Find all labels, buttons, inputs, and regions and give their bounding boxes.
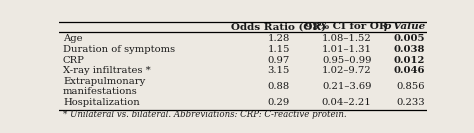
Text: 0.038: 0.038 [393, 45, 425, 54]
Text: 0.005: 0.005 [393, 34, 425, 43]
Text: 0.21–3.69: 0.21–3.69 [322, 82, 372, 91]
Text: Hospitalization: Hospitalization [63, 98, 140, 107]
Text: 1.02–9.72: 1.02–9.72 [322, 66, 372, 75]
Text: p Value: p Value [383, 22, 425, 31]
Text: 0.95–0.99: 0.95–0.99 [322, 56, 372, 65]
Text: 1.01–1.31: 1.01–1.31 [322, 45, 372, 54]
Text: 0.88: 0.88 [268, 82, 290, 91]
Text: 0.233: 0.233 [396, 98, 425, 107]
Text: 0.97: 0.97 [268, 56, 290, 65]
Text: CRP: CRP [63, 56, 85, 65]
Text: Odds Ratio (OR): Odds Ratio (OR) [231, 22, 326, 31]
Text: 0.04–2.21: 0.04–2.21 [322, 98, 372, 107]
Text: 3.15: 3.15 [267, 66, 290, 75]
Text: * Unilateral vs. bilateral. Abbreviations: CRP: C-reactive protein.: * Unilateral vs. bilateral. Abbreviation… [63, 110, 346, 119]
Text: Age: Age [63, 34, 82, 43]
Text: 0.046: 0.046 [393, 66, 425, 75]
Text: Duration of symptoms: Duration of symptoms [63, 45, 175, 54]
Text: 1.15: 1.15 [267, 45, 290, 54]
Text: 1.08–1.52: 1.08–1.52 [322, 34, 372, 43]
Text: 95% CI for OR: 95% CI for OR [305, 22, 388, 31]
Text: 0.856: 0.856 [396, 82, 425, 91]
Text: 1.28: 1.28 [267, 34, 290, 43]
Text: Extrapulmonary
manifestations: Extrapulmonary manifestations [63, 77, 145, 96]
Text: 0.29: 0.29 [268, 98, 290, 107]
Text: X-ray infiltrates *: X-ray infiltrates * [63, 66, 151, 75]
Text: 0.012: 0.012 [393, 56, 425, 65]
